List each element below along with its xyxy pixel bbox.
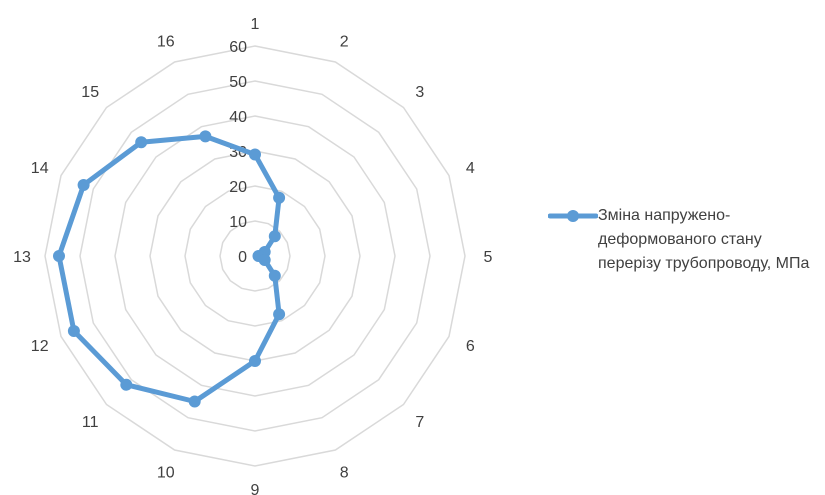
axis-tick-label: 50 (229, 74, 247, 91)
data-point (188, 395, 201, 408)
category-label: 12 (31, 338, 49, 355)
category-label: 16 (157, 34, 175, 51)
data-point (249, 148, 261, 161)
category-label: 9 (251, 482, 260, 495)
grid-ring (44, 45, 466, 467)
axis-tick-label: 60 (229, 39, 247, 56)
category-label: 7 (415, 414, 424, 431)
category-label: 5 (484, 249, 493, 266)
category-label: 6 (466, 338, 475, 355)
category-label: 14 (31, 160, 49, 177)
category-label: 1 (251, 16, 260, 33)
data-point (53, 250, 65, 262)
category-label: 4 (466, 160, 475, 177)
category-label: 3 (415, 84, 424, 101)
data-point (199, 130, 212, 143)
axis-tick-label: 40 (229, 109, 247, 126)
legend: Зміна напружено-деформованого стану пере… (548, 204, 818, 276)
data-point (273, 308, 286, 321)
data-point (258, 254, 271, 266)
legend-label: Зміна напружено-деформованого стану пере… (598, 207, 810, 272)
grid-ring (219, 220, 291, 292)
data-point (273, 191, 286, 204)
data-point (77, 179, 90, 191)
axis-tick-label: 20 (229, 179, 247, 196)
category-label: 10 (157, 464, 175, 481)
axis-tick-label: 10 (229, 214, 247, 231)
data-point (249, 355, 261, 367)
data-point (268, 269, 281, 282)
category-label: 15 (81, 84, 99, 101)
data-point (67, 325, 80, 337)
series-line (56, 133, 282, 404)
category-label: 8 (340, 464, 349, 481)
category-label: 11 (82, 414, 99, 431)
data-point (135, 136, 148, 149)
legend-marker (548, 210, 598, 222)
axis-tick-label: 0 (238, 249, 247, 266)
category-label: 2 (340, 34, 349, 51)
data-point (120, 378, 133, 391)
grid-ring (114, 115, 396, 397)
category-label: 13 (13, 249, 31, 266)
data-point (268, 230, 281, 243)
grid-ring (184, 185, 326, 327)
